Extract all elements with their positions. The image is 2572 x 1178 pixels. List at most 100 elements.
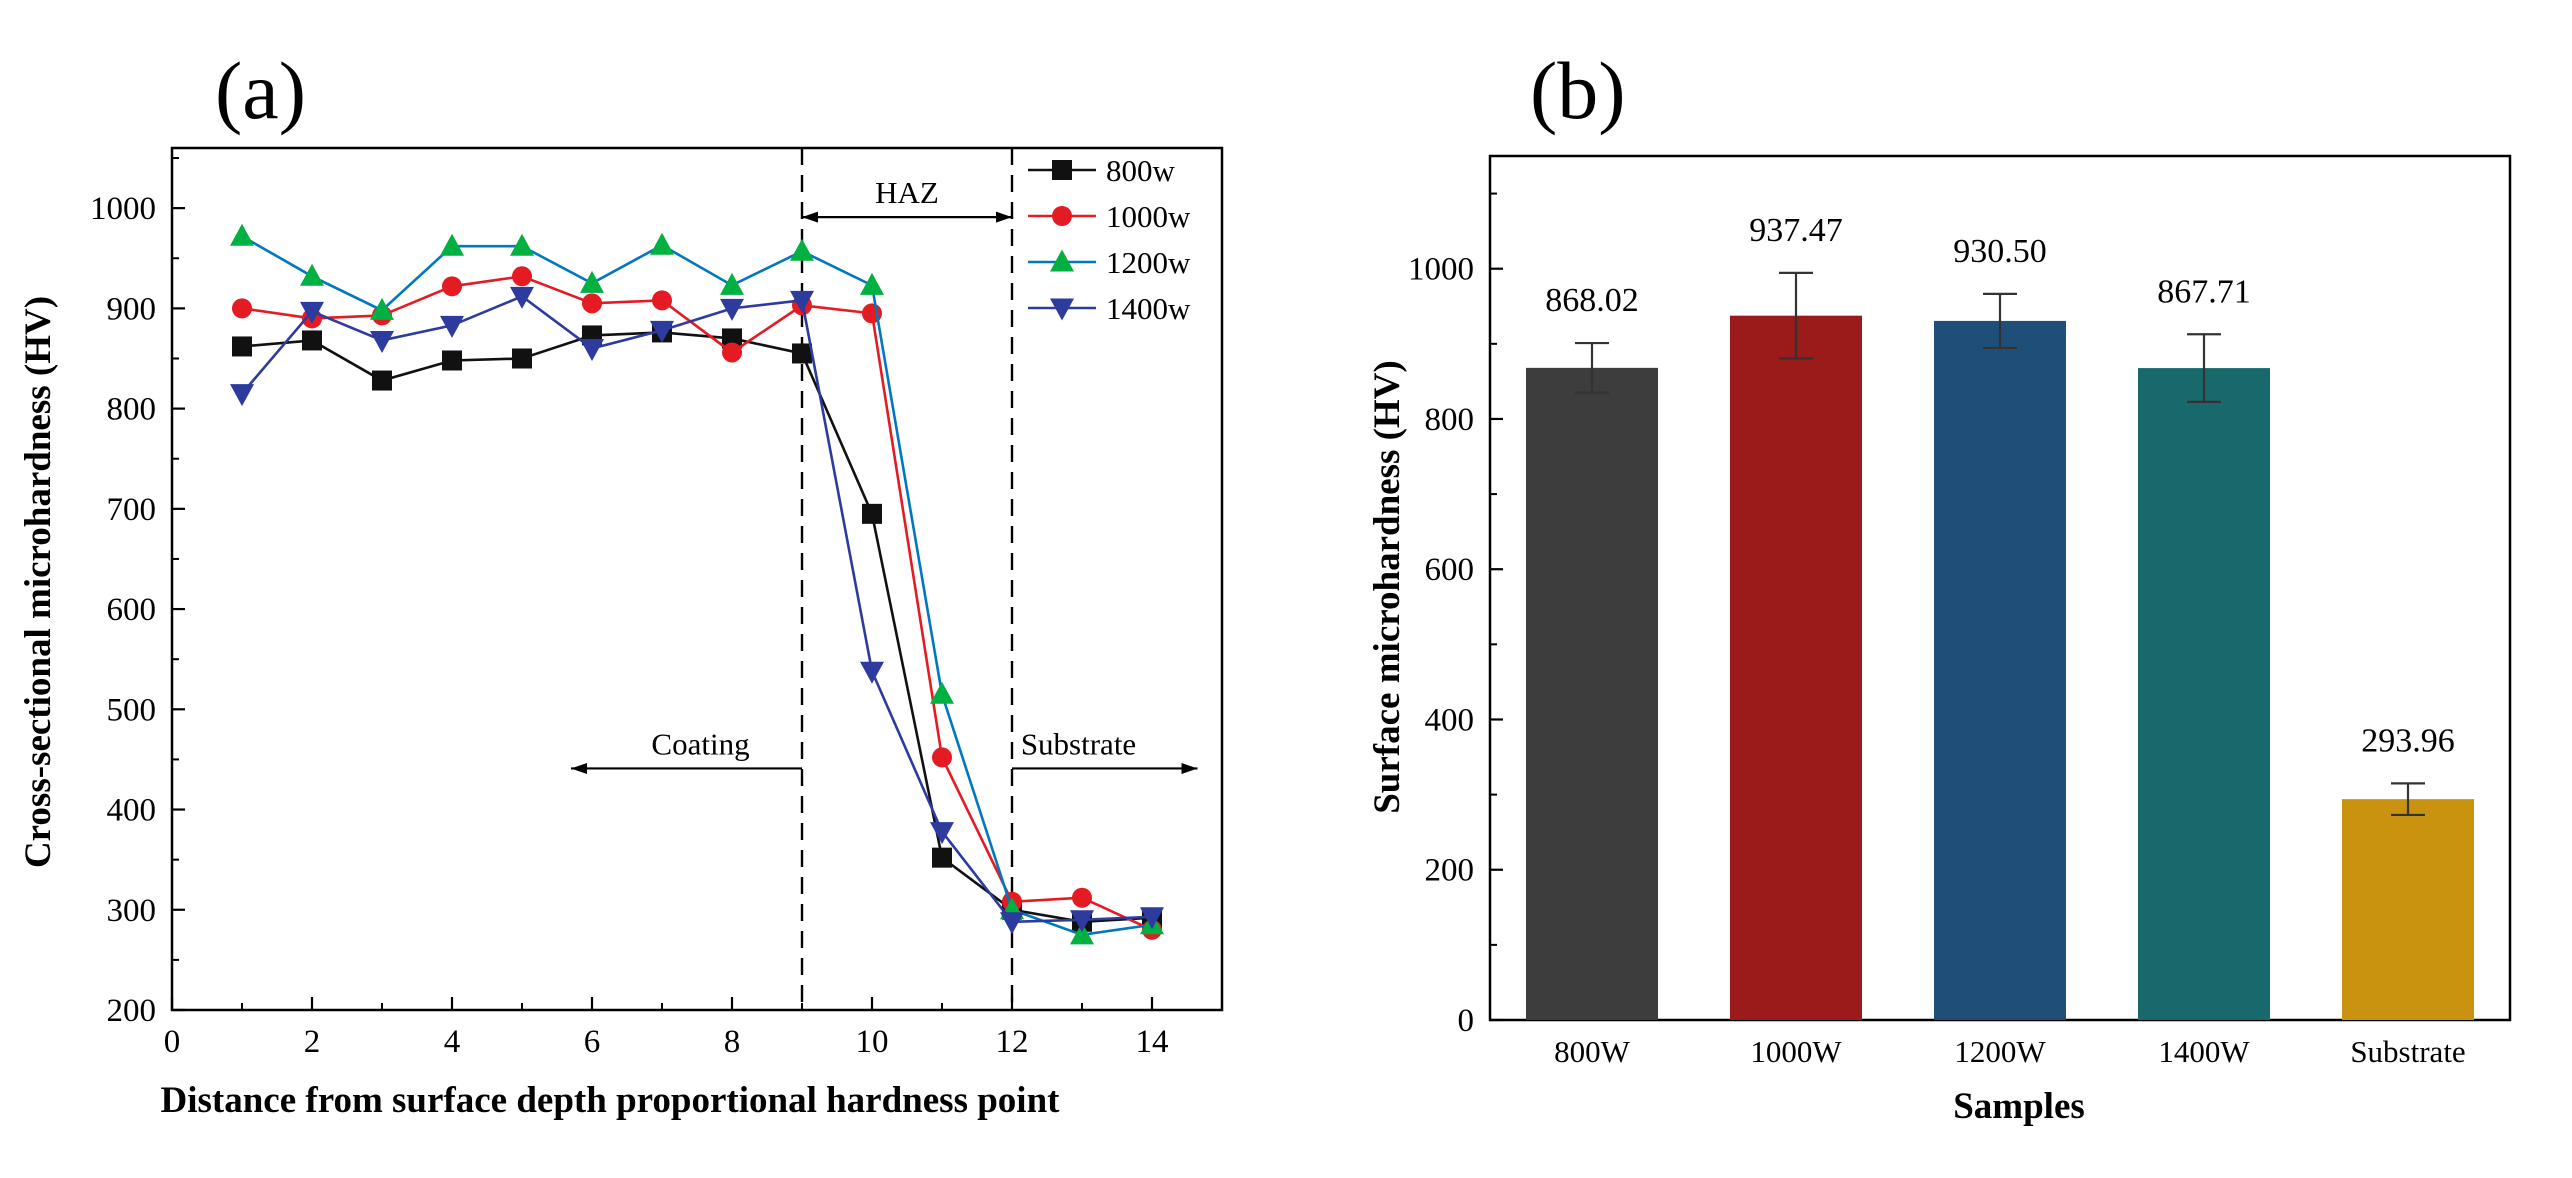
series-1400w-marker: [1140, 907, 1164, 930]
series-800w-marker: [932, 847, 952, 868]
bar-value-label: 293.96: [2361, 722, 2455, 759]
bar-800w: [1526, 367, 1658, 1021]
x-tick-label: 6: [584, 1024, 601, 1060]
panel-b-label: (b): [1530, 45, 1626, 136]
legend-item-label: 800w: [1106, 153, 1176, 188]
series-1000w-marker: [932, 747, 952, 768]
legend-marker: [1050, 298, 1074, 321]
bar-value-label: 868.02: [1545, 282, 1639, 319]
series-1200w-marker: [580, 270, 604, 293]
y-tick-label: 800: [1425, 402, 1475, 438]
x-tick-label: 12: [996, 1024, 1029, 1060]
series-1200w-marker: [720, 272, 744, 295]
series-1200w-marker: [790, 238, 814, 261]
series-1400w-marker: [370, 330, 394, 353]
bar-chart-panel-b: 0 200 400 600 800 1000 868.02 800W 937.47 1000W 93…: [1408, 154, 2512, 1069]
x-category-label: 800W: [1554, 1034, 1631, 1069]
annotation-substrate: Substrate: [1021, 726, 1136, 761]
annotation-arrow-head: [1181, 762, 1198, 774]
annotation-haz: HAZ: [875, 175, 939, 210]
y-tick-label: 600: [107, 592, 157, 628]
series-1000w-marker: [512, 266, 532, 287]
series-1000w-marker: [582, 293, 602, 314]
series-1400w-marker: [930, 822, 954, 845]
y-tick-label: 200: [1425, 853, 1475, 889]
series-1400w-marker: [510, 286, 534, 309]
chart-a-x-axis-title: Distance from surface depth proportional…: [160, 1080, 1060, 1121]
series-800w-marker: [302, 330, 322, 351]
series-1400w-line: [241, 294, 1153, 924]
series-1000w-marker: [652, 290, 672, 311]
x-category-label: Substrate: [2350, 1034, 2465, 1069]
series-1400w-marker: [860, 661, 884, 684]
annotation-arrow-head: [802, 211, 818, 223]
line-chart-panel-a: 0 2 4 6 8 10 12 14 200 300 400 500 600 700 800 900 1000 8…: [90, 146, 1224, 1060]
series-1400w-marker: [1070, 910, 1094, 933]
legend-item-label: 1400w: [1106, 291, 1191, 326]
series-1200w-marker: [300, 263, 324, 286]
series-1400w-marker: [230, 384, 254, 407]
series-1400w-marker: [650, 320, 674, 343]
x-tick-label: 4: [444, 1024, 461, 1060]
series-1400w-marker: [790, 290, 814, 313]
x-category-label: 1000W: [1750, 1034, 1842, 1069]
annotation-coating: Coating: [651, 726, 749, 761]
series-800w-marker: [862, 503, 882, 524]
series-1000w-marker: [232, 298, 252, 319]
annotation-arrow-head: [996, 211, 1012, 223]
series-800w-marker: [512, 348, 532, 369]
series-1200w-marker: [860, 272, 884, 295]
series-1000w-marker: [722, 342, 742, 363]
series-1000w-marker: [1072, 887, 1092, 908]
series-1400w-marker: [300, 301, 324, 324]
x-tick-label: 8: [724, 1024, 741, 1060]
y-tick-label: 1000: [1408, 252, 1474, 288]
y-tick-label: 400: [107, 793, 157, 829]
legend-marker: [1052, 206, 1072, 226]
series-1400w-marker: [720, 298, 744, 321]
legend-item-label: 1200w: [1106, 245, 1191, 280]
series-800w-marker: [232, 336, 252, 357]
series-1000w-marker: [442, 276, 462, 297]
bar-value-label: 937.47: [1749, 212, 1843, 249]
y-tick-label: 900: [107, 291, 157, 327]
legend-item-label: 1000w: [1106, 199, 1191, 234]
x-tick-label: 0: [164, 1024, 181, 1060]
series-1200w-marker: [370, 297, 394, 320]
series-1200w-line: [241, 235, 1153, 937]
bar-substrate: [2342, 799, 2474, 1020]
chart-b-y-axis-title: Surface microhardness (HV): [1367, 360, 1408, 814]
y-tick-label: 0: [1458, 1003, 1475, 1039]
series-800w-line: [241, 331, 1153, 924]
bar-value-label: 930.50: [1953, 233, 2047, 270]
y-tick-label: 200: [107, 993, 157, 1029]
x-tick-label: 14: [1136, 1024, 1169, 1060]
y-tick-label: 800: [107, 392, 157, 428]
series-1400w-marker: [1000, 912, 1024, 935]
y-tick-label: 400: [1425, 702, 1475, 738]
x-tick-label: 2: [304, 1024, 321, 1060]
series-800w-marker: [792, 343, 812, 364]
bar-value-label: 867.71: [2157, 273, 2251, 310]
y-tick-label: 700: [107, 492, 157, 528]
legend-marker: [1052, 160, 1072, 180]
bar-1000w: [1730, 315, 1862, 1021]
annotation-arrow-head: [571, 762, 587, 774]
x-tick-label: 10: [856, 1024, 889, 1060]
y-tick-label: 1000: [90, 191, 156, 227]
y-tick-label: 500: [107, 692, 157, 728]
series-1200w-marker: [930, 681, 954, 704]
panel-a-label: (a): [215, 45, 306, 136]
bar-1200w: [1934, 320, 2066, 1020]
legend-marker: [1050, 249, 1074, 272]
chart-b-x-axis-title: Samples: [1953, 1086, 2085, 1127]
series-800w-marker: [722, 328, 742, 349]
bar-1400w: [2138, 368, 2270, 1020]
series-1200w-marker: [510, 233, 534, 256]
y-tick-label: 600: [1425, 552, 1475, 588]
plot-border: [170, 146, 1224, 1012]
series-1200w-marker: [1070, 922, 1094, 945]
series-1200w-marker: [440, 233, 464, 256]
